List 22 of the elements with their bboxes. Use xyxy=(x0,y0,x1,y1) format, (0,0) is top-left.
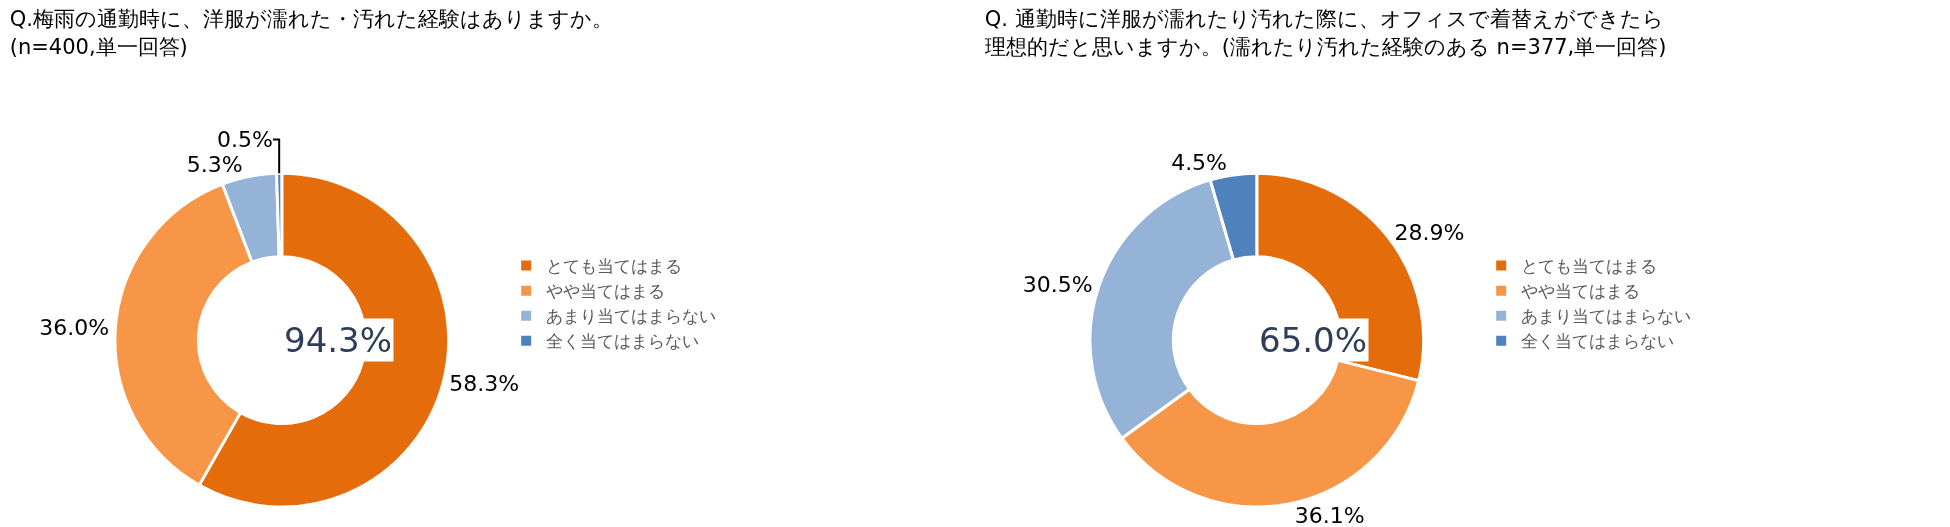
chart-subtitle: (n=400,単一回答) xyxy=(9,34,188,59)
chart-subtitle: 理想的だと思いますか。(濡れたり汚れた経験のある n=377,単一回答) xyxy=(984,34,1667,59)
legend-label: あまり当てはまらない xyxy=(546,306,717,327)
data-label: 36.1% xyxy=(1294,503,1365,527)
legend-label: とても当てはまる xyxy=(546,256,683,277)
data-label: 0.5% xyxy=(217,126,273,152)
chart-title: Q. 通勤時に洋服が濡れたり汚れた際に、オフィスで着替えができたら xyxy=(984,7,1664,32)
legend-label: あまり当てはまらない xyxy=(1521,306,1692,327)
text: 94.3% xyxy=(284,320,393,360)
legend-label: とても当てはまる xyxy=(1521,256,1658,277)
data-label: 58.3% xyxy=(449,371,520,397)
text: 65.0% xyxy=(1259,320,1368,360)
data-label: 4.5% xyxy=(1171,150,1228,176)
legend-label: やや当てはまる xyxy=(546,281,666,302)
legend-label: やや当てはまる xyxy=(1521,281,1641,302)
chart-title: Q.梅雨の通勤時に、洋服が濡れた・汚れた経験はありますか。 xyxy=(9,7,613,32)
data-label: 28.9% xyxy=(1394,220,1465,246)
data-label: 36.0% xyxy=(39,314,110,340)
data-label: 5.3% xyxy=(186,151,243,177)
data-label: 30.5% xyxy=(1022,272,1093,298)
legend-label: 全く当てはまらない xyxy=(1521,331,1675,352)
legend-label: 全く当てはまらない xyxy=(546,331,700,352)
